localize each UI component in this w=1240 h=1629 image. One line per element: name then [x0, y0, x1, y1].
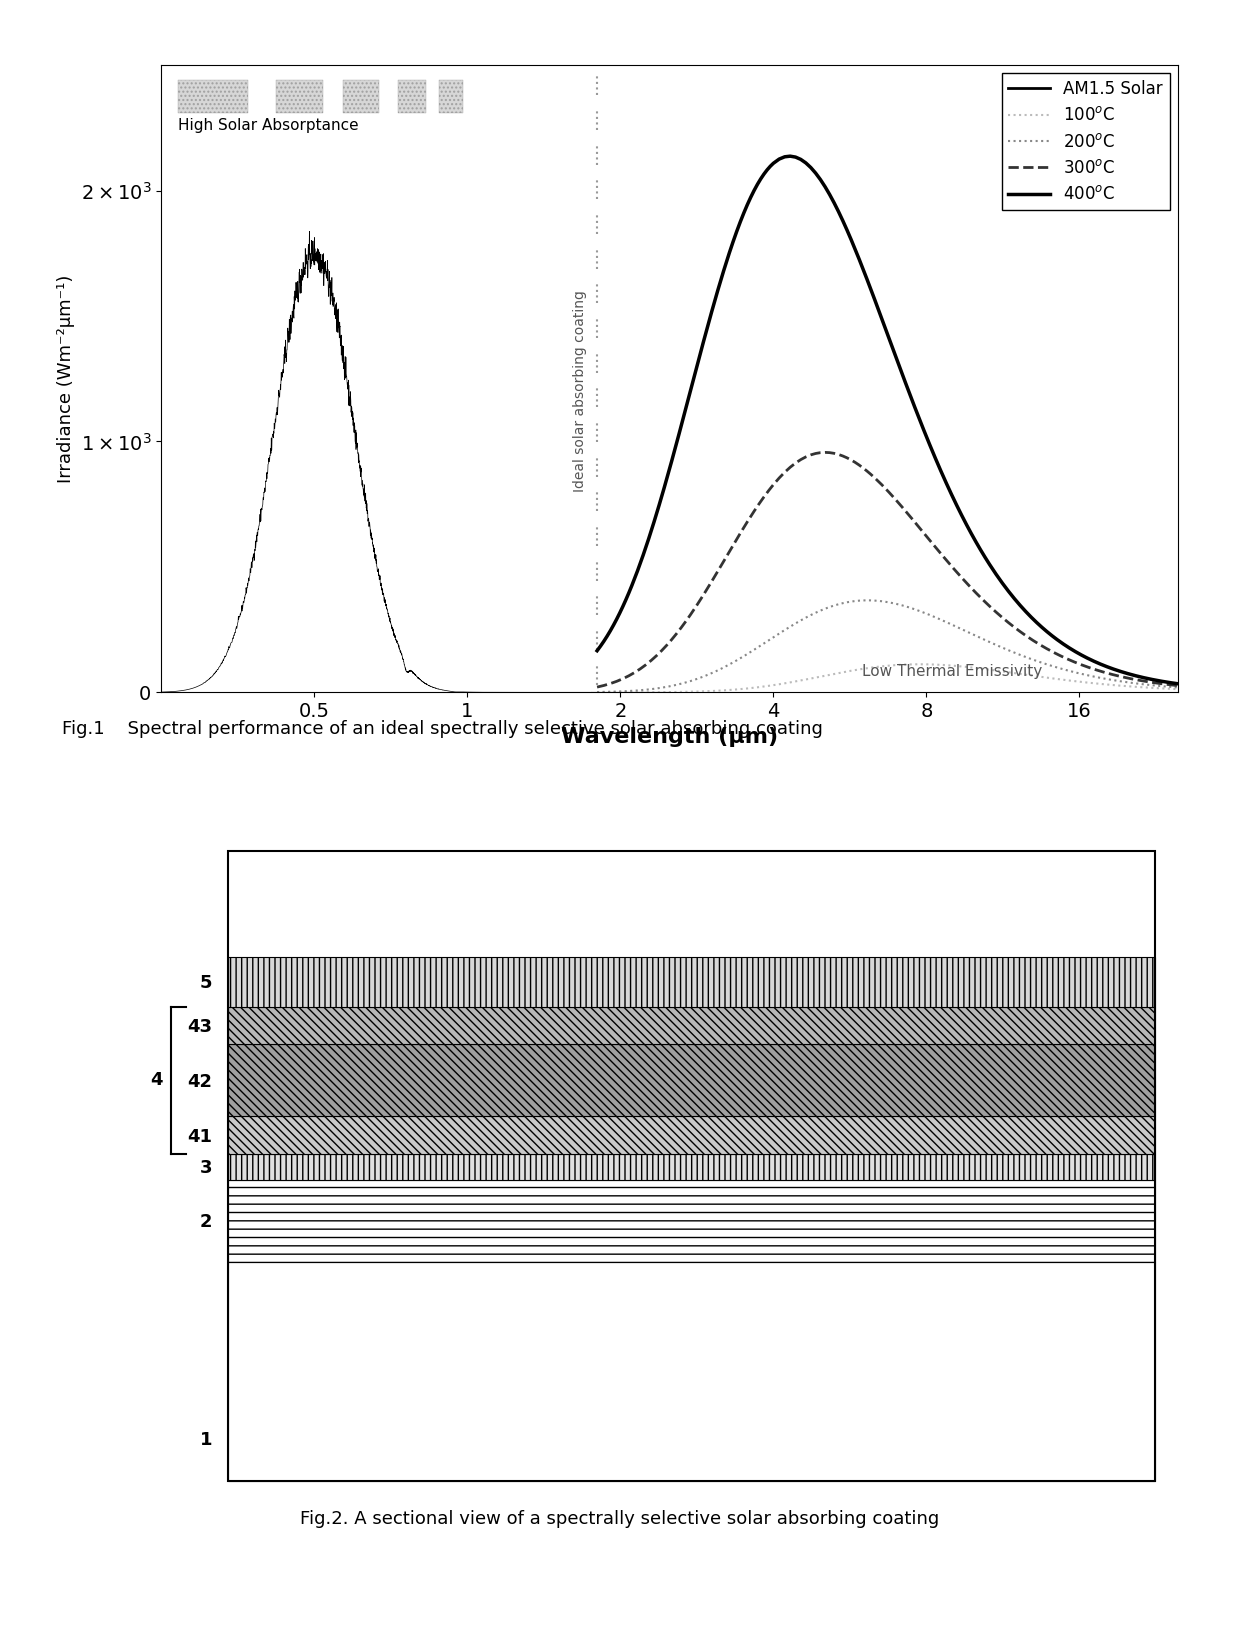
Bar	[228, 1262, 1156, 1481]
Legend: AM1.5 Solar, 100$^o$C, 200$^o$C, 300$^o$C, 400$^o$C: AM1.5 Solar, 100$^o$C, 200$^o$C, 300$^o$…	[1002, 73, 1169, 210]
Text: High Solar Absorptance: High Solar Absorptance	[179, 117, 358, 134]
Text: 4: 4	[150, 1072, 162, 1090]
Y-axis label: Irradiance (Wm⁻²μm⁻¹): Irradiance (Wm⁻²μm⁻¹)	[57, 275, 76, 482]
Text: 5: 5	[200, 974, 212, 992]
Bar	[275, 80, 322, 112]
Bar	[343, 80, 379, 112]
Bar	[228, 1116, 1156, 1153]
Bar	[228, 1179, 1156, 1262]
X-axis label: Wavelength (μm): Wavelength (μm)	[560, 727, 779, 746]
Bar	[228, 1044, 1156, 1116]
Text: 3: 3	[200, 1160, 212, 1178]
Bar	[398, 80, 427, 112]
Bar	[439, 80, 463, 112]
Text: Ideal solar absorbing coating: Ideal solar absorbing coating	[573, 290, 587, 492]
Text: Fig.1    Spectral performance of an ideal spectrally selective solar absorbing c: Fig.1 Spectral performance of an ideal s…	[62, 720, 823, 738]
Bar	[228, 958, 1156, 1007]
Text: 41: 41	[187, 1127, 212, 1145]
Bar	[228, 1007, 1156, 1044]
Text: 1: 1	[200, 1430, 212, 1448]
Bar	[228, 1153, 1156, 1179]
Text: 42: 42	[187, 1074, 212, 1091]
Text: 43: 43	[187, 1018, 212, 1036]
Bar	[228, 852, 1156, 1481]
Bar	[179, 80, 248, 112]
Text: Low Thermal Emissivity: Low Thermal Emissivity	[862, 663, 1043, 679]
Text: Fig.2. A sectional view of a spectrally selective solar absorbing coating: Fig.2. A sectional view of a spectrally …	[300, 1510, 940, 1528]
Text: 2: 2	[200, 1214, 212, 1232]
